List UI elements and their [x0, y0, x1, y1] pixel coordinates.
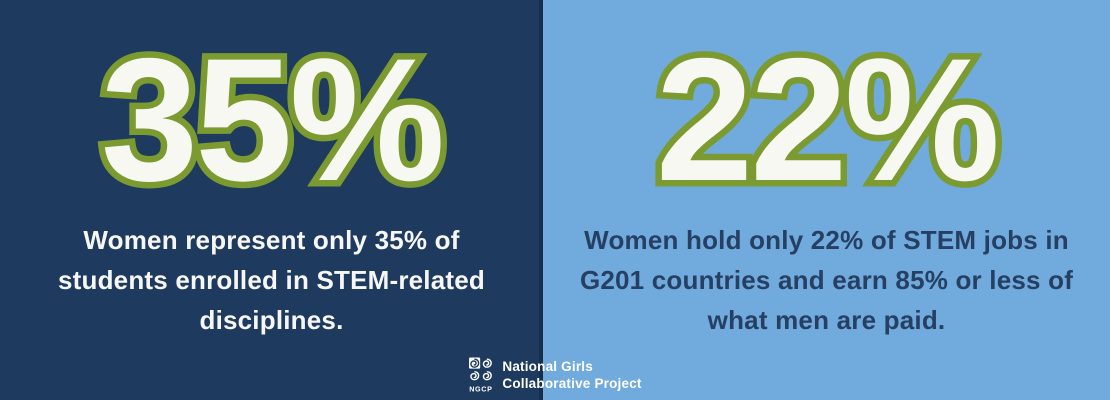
right-stat-value: 22% 22% [649, 22, 1006, 218]
left-stat-description: Women represent only 35% of students enr… [6, 220, 537, 340]
left-desc-line-2: students enrolled in STEM-related [58, 265, 485, 295]
ngcp-logo-name: National Girls Collaborative Project [502, 359, 641, 392]
right-stat: 22% 22% [543, 22, 1110, 218]
right-stat-value-text: 22% [655, 22, 1000, 218]
left-desc-line-3: disciplines. [199, 305, 344, 335]
right-desc-line-2: G201 countries and earn 85% or less of [579, 265, 1074, 295]
right-desc-line-1: Women hold only 22% of STEM jobs in [584, 225, 1069, 255]
right-stat-value-outline: 22% [649, 22, 1006, 218]
left-desc-line-1: Women represent only 35% of [83, 225, 460, 255]
ngcp-name-line-2: Collaborative Project [502, 375, 642, 391]
left-stat: 35% 35% [0, 22, 543, 218]
left-panel: 35% 35% Women represent only 35% of stud… [0, 0, 543, 400]
right-stat-description: Women hold only 22% of STEM jobs in G201… [549, 220, 1104, 340]
ngcp-name-line-1: National Girls [502, 359, 593, 374]
ngcp-logo: NGCP National Girls Collaborative Projec… [468, 357, 641, 394]
right-desc-line-3: what men are paid. [707, 305, 946, 335]
left-stat-value-text: 35% [100, 22, 445, 218]
left-stat-value-outline: 35% [94, 22, 451, 218]
left-stat-value: 35% 35% [94, 22, 451, 218]
right-panel: 22% 22% Women hold only 22% of STEM jobs… [543, 0, 1110, 400]
ngcp-acronym: NGCP [469, 384, 492, 393]
ngcp-logo-icon: NGCP [469, 357, 492, 393]
